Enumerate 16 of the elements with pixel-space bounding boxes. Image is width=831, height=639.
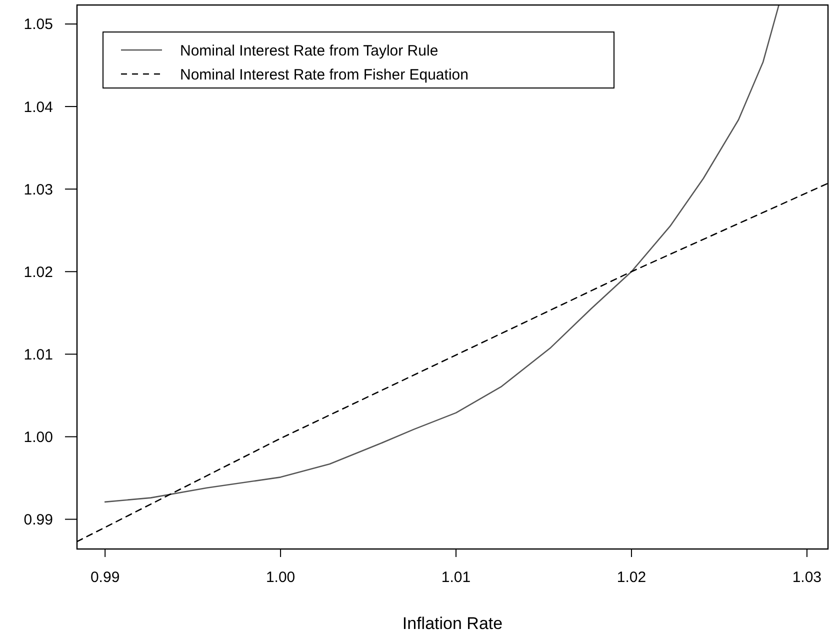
y-tick-label: 1.00 [24,428,53,446]
y-tick-label: 1.01 [24,346,53,364]
y-tick-label: 0.99 [24,512,53,529]
x-tick-label: 1.03 [792,569,822,586]
y-tick-label: 1.03 [24,181,53,198]
legend-label: Nominal Interest Rate from Taylor Rule [180,42,438,60]
x-tick-label: 1.00 [266,569,296,586]
x-tick-label: 0.99 [90,569,120,586]
legend-label: Nominal Interest Rate from Fisher Equation [180,66,468,84]
x-axis-title: Inflation Rate [402,614,503,633]
y-tick-label: 1.05 [24,16,53,34]
y-tick-label: 1.04 [24,98,53,116]
y-tick-label: 1.02 [24,264,53,281]
line-series [104,5,780,503]
x-tick-label: 1.02 [616,569,646,586]
x-tick-label: 1.01 [441,569,471,586]
